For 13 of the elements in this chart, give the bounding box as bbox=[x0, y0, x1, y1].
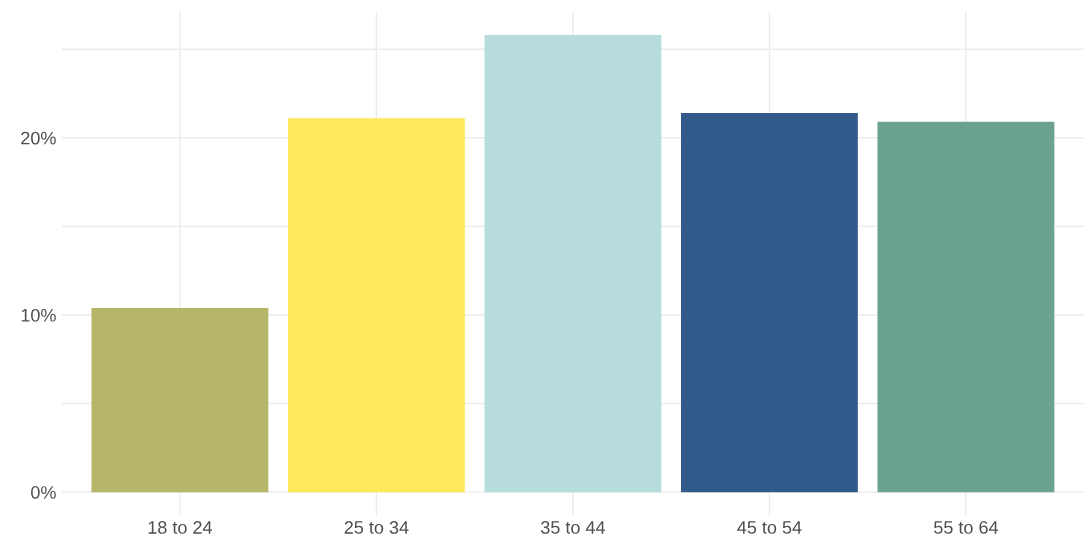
bar bbox=[91, 307, 269, 493]
x-tick-label: 25 to 34 bbox=[344, 521, 409, 534]
x-tick-label: 45 to 54 bbox=[737, 521, 802, 534]
y-tick-label: 0% bbox=[31, 486, 56, 499]
x-tick-label: 55 to 64 bbox=[934, 521, 999, 534]
bar bbox=[680, 112, 858, 493]
bar bbox=[484, 35, 662, 493]
bar bbox=[877, 121, 1055, 493]
y-tick-label: 20% bbox=[21, 131, 56, 145]
y-tick-label: 10% bbox=[21, 308, 56, 322]
x-tick-label: 35 to 44 bbox=[540, 521, 606, 534]
x-tick-label: 18 to 24 bbox=[148, 521, 213, 534]
bar bbox=[287, 118, 465, 493]
